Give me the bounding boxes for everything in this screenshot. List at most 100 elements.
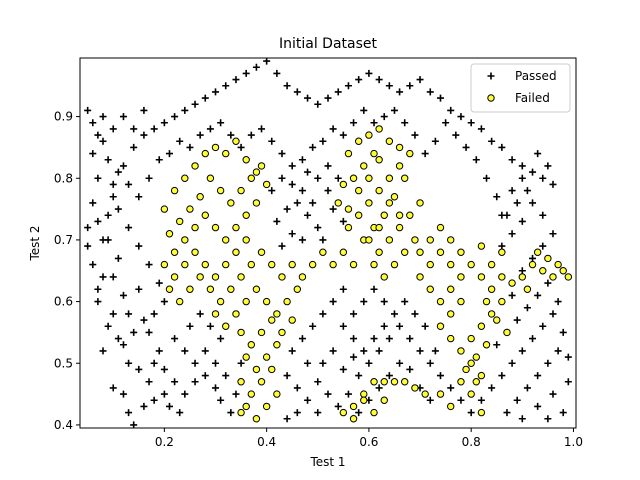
failed-point-172	[360, 396, 368, 404]
failed-point-123	[487, 285, 496, 293]
failed-point-161	[365, 236, 373, 244]
passed-point-168	[298, 335, 306, 343]
passed-point-277	[212, 384, 220, 392]
passed-point-102	[258, 125, 266, 133]
passed-point-16	[150, 396, 158, 404]
passed-point-252	[549, 230, 557, 238]
passed-point-170	[304, 359, 312, 367]
passed-point-91	[370, 119, 378, 127]
passed-point-74	[544, 162, 552, 170]
failed-point-58	[293, 285, 302, 293]
legend-passed-symbol	[487, 72, 495, 80]
passed-point-27	[135, 242, 143, 250]
failed-point-179	[549, 273, 557, 281]
failed-point-57	[349, 260, 358, 269]
passed-point-101	[268, 137, 276, 145]
passed-point-133	[145, 328, 153, 336]
passed-point-58	[396, 88, 404, 96]
failed-point-30	[242, 236, 250, 244]
passed-point-8	[94, 298, 102, 306]
passed-point-256	[508, 230, 516, 238]
passed-point-195	[360, 298, 368, 306]
passed-point-223	[518, 347, 526, 355]
passed-point-65	[467, 119, 475, 127]
failed-point-39	[165, 285, 174, 293]
passed-point-88	[401, 119, 409, 127]
passed-point-119	[89, 150, 97, 158]
passed-point-90	[380, 113, 388, 121]
failed-point-149	[395, 143, 404, 152]
passed-point-194	[350, 310, 358, 318]
failed-point-66	[211, 310, 220, 318]
failed-point-106	[380, 273, 388, 281]
passed-point-94	[339, 131, 347, 139]
failed-point-120	[457, 248, 465, 256]
passed-point-235	[534, 402, 542, 410]
passed-point-179	[396, 322, 404, 330]
failed-point-101	[406, 211, 414, 219]
failed-point-121	[467, 260, 475, 269]
passed-point-131	[125, 310, 133, 318]
failed-point-94	[390, 193, 399, 201]
failed-point-183	[544, 254, 552, 263]
passed-point-38	[191, 100, 199, 108]
failed-point-74	[252, 365, 261, 374]
passed-point-197	[380, 298, 388, 306]
passed-point-107	[206, 125, 214, 133]
passed-point-232	[513, 396, 521, 404]
passed-point-62	[436, 94, 444, 102]
passed-point-209	[314, 409, 322, 417]
legend: Passed Failed	[470, 63, 571, 113]
passed-point-188	[390, 310, 398, 318]
passed-point-100	[278, 150, 286, 158]
legend-passed-marker	[487, 72, 495, 80]
failed-point-60	[273, 310, 281, 318]
passed-point-81	[472, 156, 480, 164]
passed-point-273	[171, 378, 179, 386]
failed-point-109	[426, 236, 434, 244]
failed-point-86	[344, 223, 353, 232]
failed-point-19	[176, 217, 184, 226]
passed-point-69	[508, 156, 516, 164]
passed-point-24	[160, 298, 168, 306]
y-tick-label-0: 0.4	[54, 418, 73, 432]
passed-point-114	[135, 193, 143, 201]
passed-point-172	[324, 390, 332, 398]
failed-point-129	[447, 310, 455, 318]
passed-point-186	[411, 310, 419, 318]
passed-point-153	[324, 187, 332, 195]
passed-point-59	[406, 82, 414, 90]
passed-point-226	[549, 310, 557, 318]
failed-point-84	[273, 390, 281, 398]
failed-point-136	[477, 322, 486, 330]
failed-point-34	[201, 260, 209, 269]
passed-point-191	[360, 347, 368, 355]
passed-point-242	[544, 279, 552, 287]
passed-point-196	[370, 285, 378, 293]
failed-point-0	[160, 205, 169, 213]
passed-point-234	[518, 415, 526, 423]
passed-point-1	[89, 119, 97, 127]
passed-point-84	[442, 119, 450, 127]
passed-point-130	[114, 335, 122, 343]
passed-point-270	[201, 347, 209, 355]
passed-point-63	[447, 106, 455, 114]
failed-point-53	[308, 260, 317, 269]
failed-point-27	[232, 223, 240, 232]
passed-point-152	[309, 199, 317, 207]
failed-point-98	[375, 248, 383, 256]
x-tick-label-1: 0.4	[257, 435, 276, 449]
passed-point-254	[529, 199, 537, 207]
failed-point-50	[278, 273, 286, 281]
passed-point-198	[329, 347, 337, 355]
failed-point-178	[539, 267, 547, 275]
failed-point-21	[170, 248, 179, 256]
passed-point-18	[135, 365, 143, 373]
passed-point-203	[375, 384, 383, 392]
failed-point-167	[370, 378, 378, 386]
failed-point-20	[165, 230, 174, 238]
failed-point-100	[395, 223, 404, 232]
failed-point-180	[559, 267, 567, 275]
passed-point-148	[268, 187, 276, 195]
